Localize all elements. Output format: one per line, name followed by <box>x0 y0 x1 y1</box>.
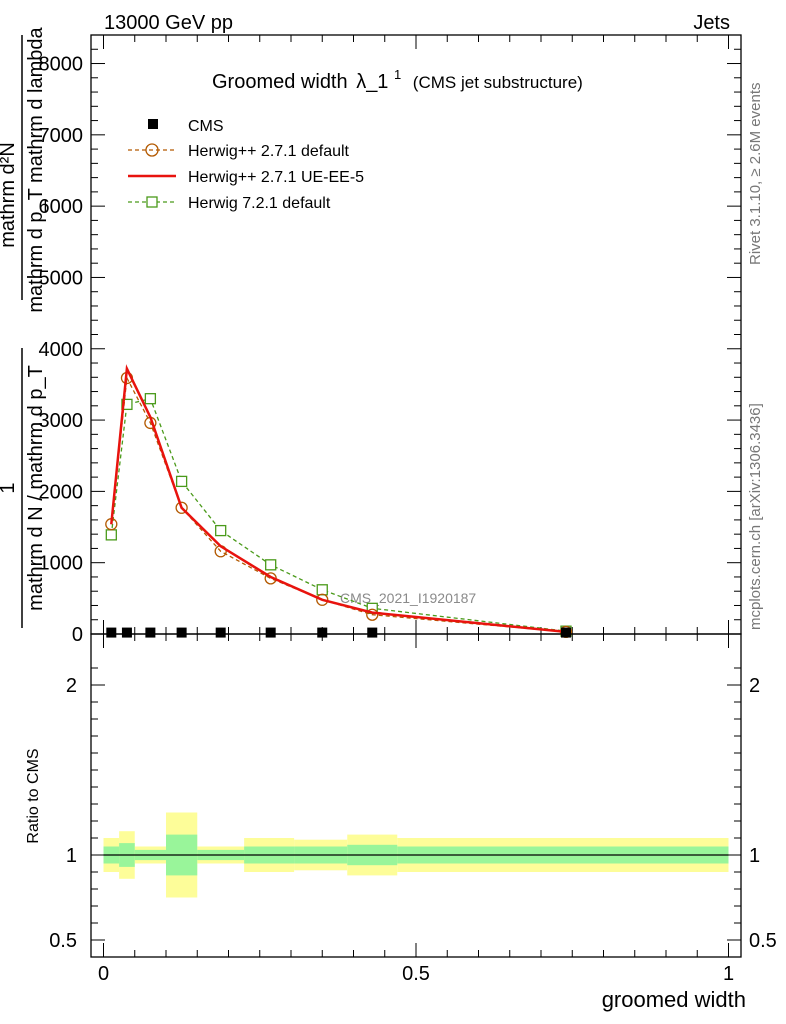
y-tick-label: 1000 <box>39 553 84 575</box>
x-axis-label: groomed width <box>602 987 746 1012</box>
chart-title-lambda: λ_1 <box>356 71 388 93</box>
chart-title-main: Groomed width <box>212 71 348 93</box>
series-herwigpp-default-point <box>316 593 329 606</box>
series-herwigpp-default-point <box>366 608 379 621</box>
series-herwigpp-default-line <box>110 375 567 633</box>
y-axis-label-right-denominator: mathrm d p_T mathrm d lambda <box>25 26 47 312</box>
ratio-y-tick-label: 1 <box>66 845 77 867</box>
series-herwig7-default-point <box>175 475 188 488</box>
chart-title-sup: 1 <box>394 67 401 82</box>
y-tick-label: 0 <box>72 624 83 646</box>
legend-cms-marker <box>148 119 158 129</box>
ratio-y-tick-label-right: 2 <box>749 675 760 697</box>
legend-herwig7-default-marker <box>146 196 158 208</box>
y-tick-label: 2000 <box>39 481 84 503</box>
chart-title: Groomed width λ_1 1 (CMS jet substructur… <box>212 62 583 93</box>
mcplots-label: mcplots.cern.ch [arXiv:1306.3436] <box>747 403 764 630</box>
series-herwig7-default-point <box>105 529 117 541</box>
ratio-y-tick-label: 2 <box>66 675 77 697</box>
category-label: Jets <box>693 12 730 34</box>
rivet-label: Rivet 3.1.10, ≥ 2.6M events <box>747 83 764 266</box>
y-tick-label: 7000 <box>39 125 84 147</box>
series-herwig7-default-point <box>265 559 277 571</box>
series-cms-point <box>317 627 328 638</box>
x-tick-label: 1 <box>723 963 734 985</box>
y-axis-label: 1 mathrm d N / mathrm d p_T mathrm d²N m… <box>0 26 47 628</box>
series-cms-point <box>145 627 156 638</box>
y-tick-label: 6000 <box>39 196 84 218</box>
series-cms-point <box>265 627 276 638</box>
y-axis-label-denominator: mathrm d N / mathrm d p_T <box>25 365 47 611</box>
x-tick-label: 0 <box>98 963 109 985</box>
y-tick-label: 3000 <box>39 410 84 432</box>
series-cms-point <box>367 627 378 638</box>
series-herwig7-default-point <box>215 524 227 537</box>
series-herwig7-default-line <box>110 397 567 632</box>
ratio-y-tick-label-right: 0.5 <box>749 930 777 952</box>
chart-title-sub: (CMS jet substructure) <box>413 73 583 92</box>
y-tick-label: 4000 <box>39 339 84 361</box>
series-herwig7-default-point <box>144 393 157 405</box>
y-axis-label-numerator: 1 <box>0 482 19 493</box>
series-cms-point <box>106 627 117 638</box>
legend-herwigpp-ueee5-label: Herwig++ 2.7.1 UE-EE-5 <box>188 169 364 186</box>
ratio-y-label: Ratio to CMS <box>25 748 42 843</box>
series-herwigpp-ueee5-line <box>110 364 567 634</box>
y-axis-label-right-numerator: mathrm d²N <box>0 142 19 248</box>
y-tick-label: 5000 <box>39 267 84 289</box>
series-cms-point <box>176 627 187 638</box>
energy-label: 13000 GeV pp <box>104 12 233 34</box>
series-cms-point <box>215 627 226 638</box>
legend: CMS Herwig++ 2.7.1 default Herwig++ 2.7.… <box>128 118 364 212</box>
series-cms-point <box>561 627 571 638</box>
ratio-y-tick-label-right: 1 <box>749 845 760 867</box>
y-tick-label: 8000 <box>39 54 84 76</box>
series-herwig7-default-point <box>121 398 133 411</box>
series-herwig7-default-point <box>316 584 328 596</box>
legend-herwigpp-default-label: Herwig++ 2.7.1 default <box>188 143 350 160</box>
legend-herwigpp-default-marker <box>145 143 159 157</box>
legend-herwig7-default-label: Herwig 7.2.1 default <box>188 195 331 212</box>
series-herwigpp-default-point <box>175 501 188 514</box>
analysis-id-label: CMS_2021_I1920187 <box>340 590 476 606</box>
ratio-plot-frame <box>90 633 742 958</box>
legend-cms-label: CMS <box>188 118 224 135</box>
ratio-y-tick-label: 0.5 <box>49 930 77 952</box>
x-tick-label: 0.5 <box>402 963 430 985</box>
series-cms-point <box>121 627 132 638</box>
